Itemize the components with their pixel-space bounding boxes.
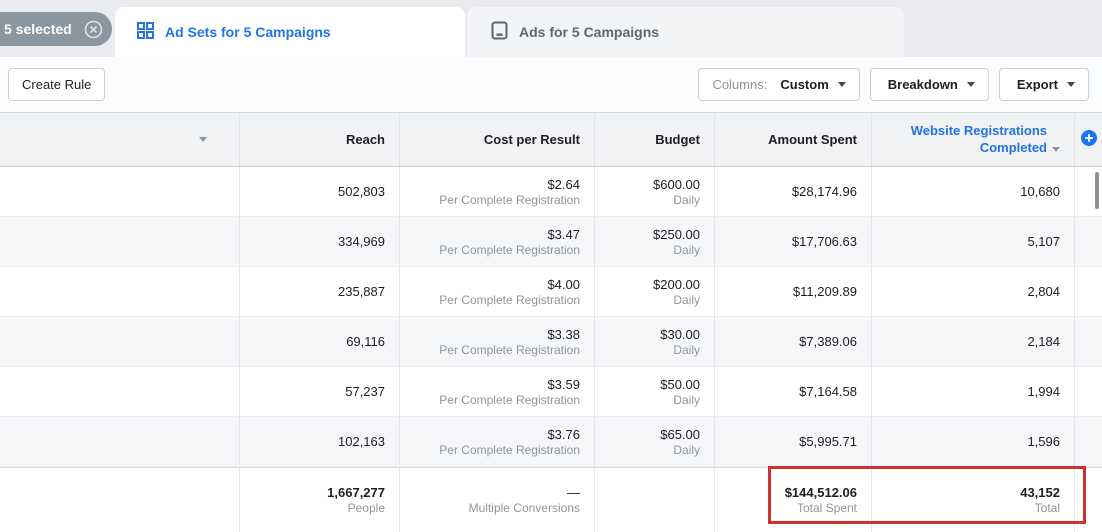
amount-spent-cell: $17,706.63 bbox=[715, 217, 872, 266]
columns-label: Columns: bbox=[712, 77, 768, 92]
column-header-label: Reach bbox=[345, 132, 385, 147]
columns-dropdown[interactable]: Columns: Custom bbox=[698, 68, 860, 101]
cost-per-result-cell: $3.76 Per Complete Registration bbox=[400, 417, 595, 466]
registrations-cell: 5,107 bbox=[872, 217, 1075, 266]
spacer-cell bbox=[1075, 417, 1102, 466]
totals-cost-cell: — Multiple Conversions bbox=[400, 468, 595, 532]
reach-cell: 69,116 bbox=[240, 317, 400, 366]
tab-ads[interactable]: Ads for 5 Campaigns bbox=[467, 7, 904, 57]
totals-row: 1,667,277 People — Multiple Conversions $1… bbox=[0, 467, 1102, 532]
totals-name-cell bbox=[0, 468, 240, 532]
totals-registrations-cell: 43,152 Total bbox=[872, 468, 1075, 532]
registrations-cell: 1,994 bbox=[872, 367, 1075, 416]
create-rule-button[interactable]: Create Rule bbox=[8, 68, 106, 101]
column-header-label: Amount Spent bbox=[768, 132, 857, 147]
table-row[interactable]: 57,237 $3.59 Per Complete Registration $5… bbox=[0, 367, 1102, 417]
toolbar: Create Rule Columns: Custom Breakdown Exp… bbox=[0, 57, 1102, 113]
spacer-cell bbox=[1075, 468, 1102, 532]
budget-cell: $200.00 Daily bbox=[595, 267, 715, 316]
add-column-header[interactable] bbox=[1075, 113, 1102, 166]
add-column-icon[interactable] bbox=[1080, 130, 1097, 149]
budget-cell: $65.00 Daily bbox=[595, 417, 715, 466]
budget-cell: $250.00 Daily bbox=[595, 217, 715, 266]
selected-count-label: 5 selected bbox=[4, 21, 72, 37]
column-header-label: Website Registrations Completed bbox=[910, 122, 1047, 155]
table-row[interactable]: 69,116 $3.38 Per Complete Registration $3… bbox=[0, 317, 1102, 367]
amount-spent-cell: $11,209.89 bbox=[715, 267, 872, 316]
registrations-cell: 2,804 bbox=[872, 267, 1075, 316]
column-header-amount-spent[interactable]: Amount Spent bbox=[715, 113, 872, 166]
chevron-down-icon[interactable] bbox=[199, 137, 207, 142]
cost-per-result-cell: $3.47 Per Complete Registration bbox=[400, 217, 595, 266]
cost-per-result-cell: $3.38 Per Complete Registration bbox=[400, 317, 595, 366]
totals-amount-spent-cell: $144,512.06 Total Spent bbox=[715, 468, 872, 532]
name-cell bbox=[0, 417, 240, 466]
create-rule-label: Create Rule bbox=[22, 77, 92, 92]
grid-icon bbox=[137, 22, 154, 42]
ad-sets-table: Reach Cost per Result Budget Amount Spen… bbox=[0, 113, 1102, 532]
reach-cell: 57,237 bbox=[240, 367, 400, 416]
spacer-cell bbox=[1075, 367, 1102, 416]
registrations-cell: 1,596 bbox=[872, 417, 1075, 466]
totals-budget-cell bbox=[595, 468, 715, 532]
table-row[interactable]: 235,887 $4.00 Per Complete Registration $… bbox=[0, 267, 1102, 317]
table-header-row: Reach Cost per Result Budget Amount Spen… bbox=[0, 113, 1102, 167]
column-header-reach[interactable]: Reach bbox=[240, 113, 400, 166]
reach-cell: 235,887 bbox=[240, 267, 400, 316]
name-cell bbox=[0, 267, 240, 316]
name-cell bbox=[0, 167, 240, 216]
cost-per-result-cell: $2.64 Per Complete Registration bbox=[400, 167, 595, 216]
columns-value: Custom bbox=[780, 77, 829, 92]
reach-cell: 502,803 bbox=[240, 167, 400, 216]
chevron-down-icon bbox=[1052, 147, 1060, 153]
tab-ad-sets-label: Ad Sets for 5 Campaigns bbox=[165, 24, 331, 40]
reach-cell: 334,969 bbox=[240, 217, 400, 266]
budget-cell: $50.00 Daily bbox=[595, 367, 715, 416]
name-cell bbox=[0, 217, 240, 266]
column-header-budget[interactable]: Budget bbox=[595, 113, 715, 166]
totals-reach-cell: 1,667,277 People bbox=[240, 468, 400, 532]
amount-spent-cell: $28,174.96 bbox=[715, 167, 872, 216]
chevron-down-icon bbox=[837, 82, 846, 87]
export-label: Export bbox=[1016, 77, 1058, 92]
spacer-cell bbox=[1075, 217, 1102, 266]
name-cell bbox=[0, 317, 240, 366]
device-icon bbox=[491, 21, 508, 43]
table-row[interactable]: 502,803 $2.64 Per Complete Registration $… bbox=[0, 167, 1102, 217]
selected-count-pill[interactable]: 5 selected bbox=[0, 12, 112, 46]
spacer-cell bbox=[1075, 317, 1102, 366]
name-cell bbox=[0, 367, 240, 416]
amount-spent-cell: $5,995.71 bbox=[715, 417, 872, 466]
amount-spent-cell: $7,389.06 bbox=[715, 317, 872, 366]
reach-cell: 102,163 bbox=[240, 417, 400, 466]
amount-spent-cell: $7,164.58 bbox=[715, 367, 872, 416]
column-header-website-registrations[interactable]: Website Registrations Completed bbox=[872, 113, 1075, 166]
tab-bar: 5 selected Ad Sets for 5 Campaigns Ads f… bbox=[0, 0, 1102, 57]
tab-ads-label: Ads for 5 Campaigns bbox=[519, 24, 660, 40]
registrations-cell: 10,680 bbox=[872, 167, 1075, 216]
tab-ad-sets[interactable]: Ad Sets for 5 Campaigns bbox=[115, 7, 465, 57]
budget-cell: $30.00 Daily bbox=[595, 317, 715, 366]
breakdown-label: Breakdown bbox=[887, 77, 958, 92]
cost-per-result-cell: $4.00 Per Complete Registration bbox=[400, 267, 595, 316]
spacer-cell bbox=[1075, 267, 1102, 316]
chevron-down-icon bbox=[1067, 82, 1075, 87]
vertical-scrollbar[interactable] bbox=[1095, 172, 1099, 209]
chevron-down-icon bbox=[966, 82, 975, 87]
export-dropdown[interactable]: Export bbox=[998, 68, 1089, 101]
close-icon[interactable] bbox=[84, 20, 103, 39]
column-header-name[interactable] bbox=[0, 113, 240, 166]
breakdown-dropdown[interactable]: Breakdown bbox=[869, 68, 989, 101]
table-row[interactable]: 102,163 $3.76 Per Complete Registration $… bbox=[0, 417, 1102, 467]
cost-per-result-cell: $3.59 Per Complete Registration bbox=[400, 367, 595, 416]
toolbar-right-group: Columns: Custom Breakdown Export bbox=[698, 68, 1089, 101]
column-header-label: Cost per Result bbox=[483, 132, 580, 147]
budget-cell: $600.00 Daily bbox=[595, 167, 715, 216]
registrations-cell: 2,184 bbox=[872, 317, 1075, 366]
column-header-cost-per-result[interactable]: Cost per Result bbox=[400, 113, 595, 166]
column-header-label: Budget bbox=[655, 132, 700, 147]
table-row[interactable]: 334,969 $3.47 Per Complete Registration $… bbox=[0, 217, 1102, 267]
